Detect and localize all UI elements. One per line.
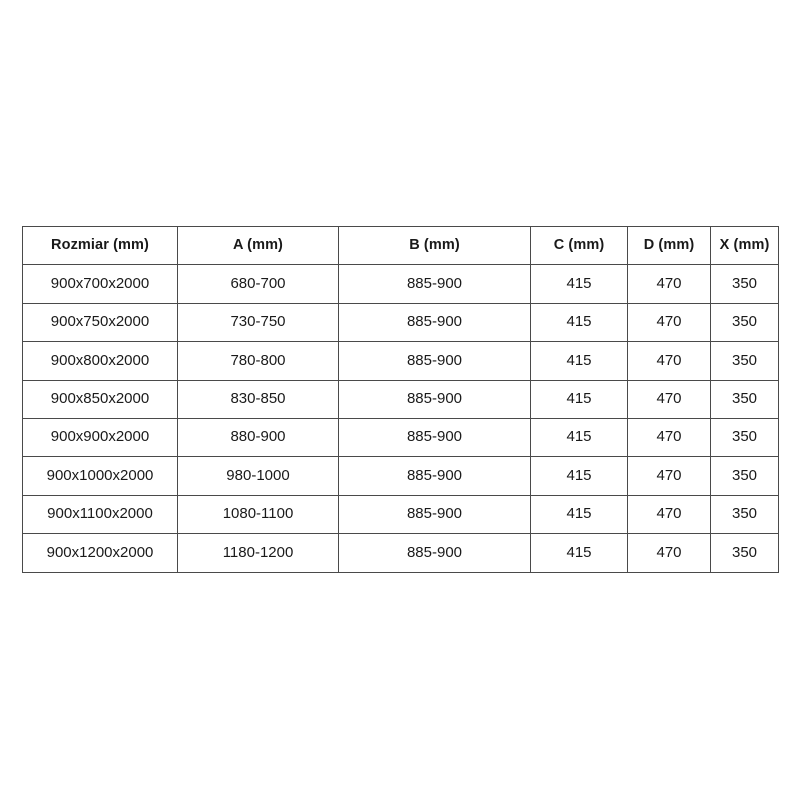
cell-a: 1180-1200	[177, 533, 339, 573]
dimensions-table: Rozmiar (mm) A (mm) B (mm) C (mm) D (mm)…	[22, 225, 779, 573]
cell-a: 880-900	[177, 417, 339, 458]
cell-size: 900x700x2000	[22, 264, 178, 304]
cell-d: 470	[627, 494, 711, 535]
table-row: 900x850x2000 830-850 885-900 415 470 350	[22, 379, 779, 419]
column-header-a: A (mm)	[177, 225, 339, 266]
cell-x: 350	[710, 456, 779, 496]
column-header-d: D (mm)	[627, 225, 711, 266]
cell-size: 900x1200x2000	[22, 533, 178, 573]
cell-x: 350	[710, 379, 779, 419]
cell-b: 885-900	[338, 341, 531, 381]
cell-d: 470	[627, 302, 711, 343]
table-header: Rozmiar (mm) A (mm) B (mm) C (mm) D (mm)…	[22, 225, 779, 266]
cell-c: 415	[530, 533, 628, 573]
cell-x: 350	[710, 533, 779, 573]
cell-x: 350	[710, 302, 779, 343]
cell-d: 470	[627, 533, 711, 573]
cell-a: 680-700	[177, 264, 339, 304]
cell-b: 885-900	[338, 456, 531, 496]
table-row: 900x1200x2000 1180-1200 885-900 415 470 …	[22, 533, 779, 573]
dimensions-table-container: Rozmiar (mm) A (mm) B (mm) C (mm) D (mm)…	[22, 225, 779, 573]
cell-d: 470	[627, 456, 711, 496]
table-row: 900x800x2000 780-800 885-900 415 470 350	[22, 341, 779, 381]
column-header-rozmiar: Rozmiar (mm)	[22, 225, 178, 266]
column-header-c: C (mm)	[530, 225, 628, 266]
cell-a: 780-800	[177, 341, 339, 381]
table-row: 900x750x2000 730-750 885-900 415 470 350	[22, 302, 779, 343]
cell-x: 350	[710, 494, 779, 535]
cell-b: 885-900	[338, 379, 531, 419]
table-row: 900x900x2000 880-900 885-900 415 470 350	[22, 417, 779, 458]
cell-b: 885-900	[338, 417, 531, 458]
cell-d: 470	[627, 417, 711, 458]
cell-b: 885-900	[338, 533, 531, 573]
cell-size: 900x850x2000	[22, 379, 178, 419]
cell-size: 900x1000x2000	[22, 456, 178, 496]
table-row: 900x700x2000 680-700 885-900 415 470 350	[22, 264, 779, 304]
cell-x: 350	[710, 341, 779, 381]
cell-c: 415	[530, 494, 628, 535]
cell-c: 415	[530, 456, 628, 496]
cell-a: 730-750	[177, 302, 339, 343]
cell-size: 900x1100x2000	[22, 494, 178, 535]
cell-b: 885-900	[338, 302, 531, 343]
cell-c: 415	[530, 379, 628, 419]
cell-c: 415	[530, 264, 628, 304]
cell-b: 885-900	[338, 494, 531, 535]
cell-size: 900x900x2000	[22, 417, 178, 458]
cell-d: 470	[627, 341, 711, 381]
column-header-b: B (mm)	[338, 225, 531, 266]
cell-x: 350	[710, 417, 779, 458]
table-body: 900x700x2000 680-700 885-900 415 470 350…	[22, 264, 779, 573]
cell-size: 900x750x2000	[22, 302, 178, 343]
cell-c: 415	[530, 302, 628, 343]
table-header-row: Rozmiar (mm) A (mm) B (mm) C (mm) D (mm)…	[22, 225, 779, 266]
cell-size: 900x800x2000	[22, 341, 178, 381]
cell-a: 830-850	[177, 379, 339, 419]
cell-b: 885-900	[338, 264, 531, 304]
cell-c: 415	[530, 417, 628, 458]
cell-x: 350	[710, 264, 779, 304]
cell-d: 470	[627, 379, 711, 419]
cell-d: 470	[627, 264, 711, 304]
cell-a: 980-1000	[177, 456, 339, 496]
table-row: 900x1100x2000 1080-1100 885-900 415 470 …	[22, 494, 779, 535]
cell-c: 415	[530, 341, 628, 381]
table-row: 900x1000x2000 980-1000 885-900 415 470 3…	[22, 456, 779, 496]
cell-a: 1080-1100	[177, 494, 339, 535]
column-header-x: X (mm)	[710, 225, 779, 266]
